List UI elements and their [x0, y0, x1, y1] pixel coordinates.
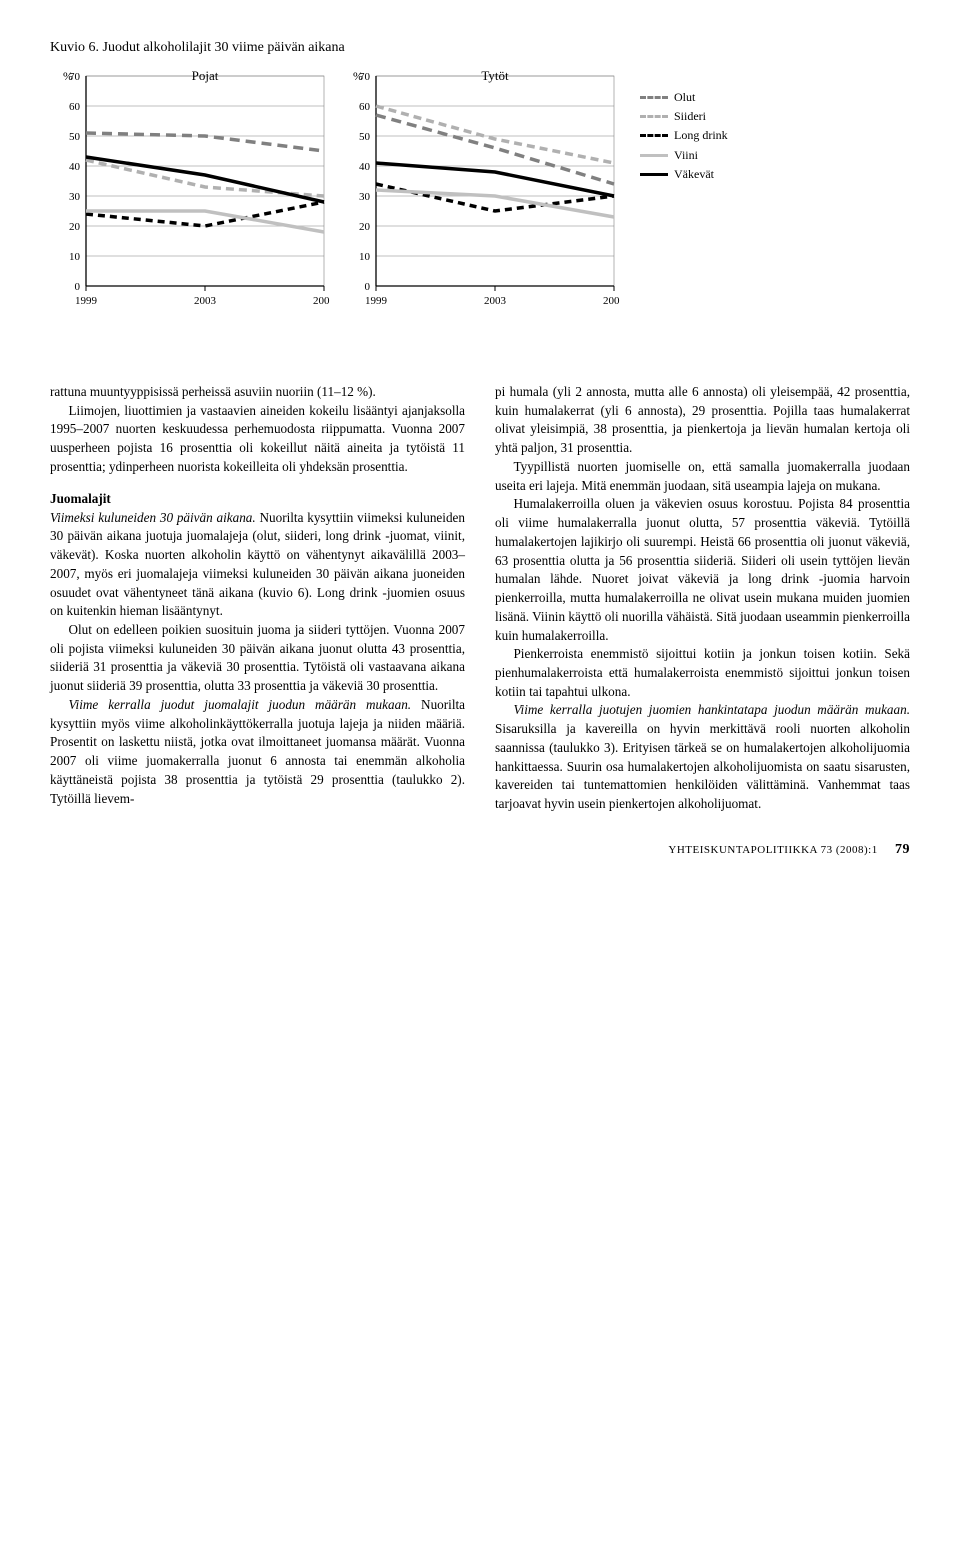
svg-text:Tytöt: Tytöt [481, 68, 509, 83]
left-column: rattuna muuntyyppisissä perheissä asuvii… [50, 383, 465, 814]
figure-caption: Kuvio 6. Juodut alkoholilajit 30 viime p… [50, 40, 910, 56]
paragraph: Viime kerralla juodut juomalajit juodun … [50, 696, 465, 808]
svg-text:60: 60 [359, 101, 371, 113]
svg-text:30: 30 [359, 191, 371, 203]
svg-text:40: 40 [359, 161, 371, 173]
paragraph: rattuna muuntyyppisissä perheissä asuvii… [50, 383, 465, 402]
legend-item-siideri: Siideri [640, 107, 728, 126]
svg-text:Pojat: Pojat [192, 68, 219, 83]
chart-legend: OlutSiideriLong drinkViiniVäkevät [640, 88, 728, 184]
text-columns: rattuna muuntyyppisissä perheissä asuvii… [50, 383, 910, 814]
svg-text:2007: 2007 [313, 295, 330, 307]
svg-text:20: 20 [359, 221, 371, 233]
svg-text:20: 20 [69, 221, 81, 233]
svg-text:60: 60 [69, 101, 81, 113]
svg-text:10: 10 [359, 251, 371, 263]
page-number: 79 [895, 842, 910, 857]
svg-text:30: 30 [69, 191, 81, 203]
svg-text:1999: 1999 [365, 295, 388, 307]
chart-tytot: 010203040506070%Tytöt199920032007 [340, 68, 620, 333]
legend-item-olut: Olut [640, 88, 728, 107]
paragraph: Viime kerralla juotujen juomien hankinta… [495, 701, 910, 813]
charts-row: 010203040506070%Pojat199920032007 010203… [50, 68, 910, 333]
chart-pojat: 010203040506070%Pojat199920032007 [50, 68, 330, 333]
legend-item-vakevat: Väkevät [640, 165, 728, 184]
paragraph: Pienkerroista enemmistö sijoittui kotiin… [495, 645, 910, 701]
legend-swatch [640, 115, 668, 118]
svg-text:50: 50 [359, 131, 371, 143]
legend-label: Long drink [674, 126, 728, 145]
right-column: pi humala (yli 2 annosta, mutta alle 6 a… [495, 383, 910, 814]
paragraph: Tyypillistä nuorten juomiselle on, että … [495, 458, 910, 495]
svg-text:50: 50 [69, 131, 81, 143]
legend-item-longdrink: Long drink [640, 126, 728, 145]
svg-text:40: 40 [69, 161, 81, 173]
paragraph: Humalakerroilla oluen ja väkevien osuus … [495, 495, 910, 645]
legend-label: Viini [674, 146, 698, 165]
legend-label: Väkevät [674, 165, 714, 184]
paragraph: Liimojen, liuottimien ja vastaavien aine… [50, 402, 465, 477]
journal-ref: YHTEISKUNTAPOLITIIKKA 73 (2008):1 [668, 844, 877, 856]
svg-text:0: 0 [365, 281, 371, 293]
legend-swatch [640, 96, 668, 99]
paragraph: pi humala (yli 2 annosta, mutta alle 6 a… [495, 383, 910, 458]
svg-text:%: % [63, 69, 73, 83]
legend-label: Siideri [674, 107, 706, 126]
svg-text:2003: 2003 [194, 295, 217, 307]
paragraph: Juomalajit [50, 490, 465, 509]
legend-item-viini: Viini [640, 146, 728, 165]
svg-text:1999: 1999 [75, 295, 98, 307]
svg-text:0: 0 [75, 281, 81, 293]
svg-text:2003: 2003 [484, 295, 507, 307]
page-footer: YHTEISKUNTAPOLITIIKKA 73 (2008):1 79 [50, 842, 910, 858]
svg-text:%: % [353, 69, 363, 83]
legend-swatch [640, 173, 668, 176]
svg-text:2007: 2007 [603, 295, 620, 307]
paragraph: Viimeksi kuluneiden 30 päivän aikana. Nu… [50, 509, 465, 621]
legend-label: Olut [674, 88, 695, 107]
paragraph: Olut on edelleen poikien suosituin juoma… [50, 621, 465, 696]
legend-swatch [640, 134, 668, 137]
svg-text:10: 10 [69, 251, 81, 263]
legend-swatch [640, 154, 668, 157]
